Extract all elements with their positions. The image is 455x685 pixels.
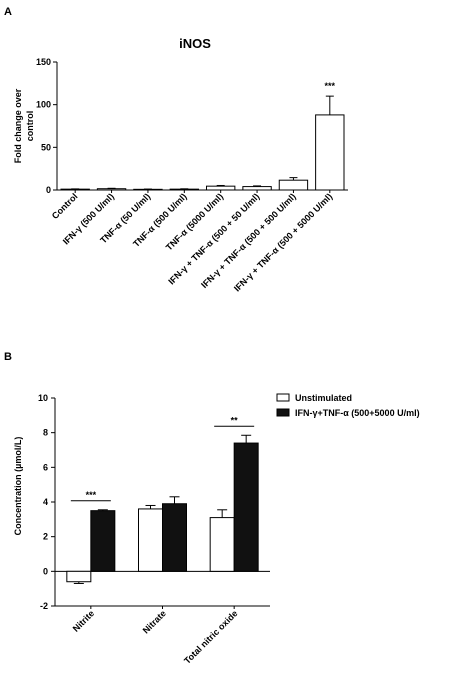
panel-b-category-label: Nitrate: [141, 608, 168, 635]
panel-b-category-label: Total nitric oxide: [182, 608, 240, 666]
panel-a-bar: [206, 185, 236, 191]
legend-label-stimulated: IFN-γ+TNF-α (500+5000 U/ml): [295, 408, 420, 418]
legend-swatch-stimulated: [276, 408, 290, 417]
panel-a-bar: [315, 114, 345, 191]
panel-b-y-tick-label: -2: [40, 601, 48, 611]
panel-b-category-label: Nitrite: [71, 608, 96, 633]
panel-b-y-tick-label: 2: [43, 532, 48, 542]
panel-b-y-tick-label: 10: [38, 393, 48, 403]
panel-a-label: A: [4, 6, 12, 18]
panel-a-y-tick-label: 100: [36, 100, 51, 110]
panel-a-ylabel-line-2: control: [25, 111, 35, 142]
panel-b-significance-marker: ***: [86, 490, 97, 500]
panel-a-y-tick-label: 0: [46, 185, 51, 195]
legend-label-unstimulated: Unstimulated: [295, 393, 352, 403]
panel-b-bar-series-1: [66, 570, 92, 583]
panel-a-category-label: Control: [50, 191, 80, 221]
panel-a-title: iNOS: [179, 36, 211, 51]
panel-b-ylabel: Concentration (µmol/L): [13, 437, 23, 536]
panel-b-bar-series-2: [90, 510, 116, 572]
panel-b-label: B: [4, 351, 12, 363]
panel-b-y-tick-label: 8: [43, 428, 48, 438]
panel-a-ylabel: Fold change over control: [13, 88, 35, 163]
panel-a-significance-marker: ***: [325, 81, 336, 91]
panel-b-bar-series-2: [233, 442, 259, 572]
panel-b-legend: Unstimulated IFN-γ+TNF-α (500+5000 U/ml): [276, 393, 420, 418]
legend-swatch-unstimulated: [276, 393, 290, 402]
panel-b-y-tick-label: 4: [43, 497, 48, 507]
panel-a-bar: [242, 186, 272, 191]
panel-a-y-tick-label: 150: [36, 57, 51, 67]
panel-b-y-tick-label: 6: [43, 462, 48, 472]
panel-b-bar-series-1: [138, 508, 163, 572]
panel-b-plot: -2 0 2 4 6 8 10 Nitrite Nitrate Total nitric oxid…: [38, 393, 270, 666]
panel-b-bar-series-1: [209, 517, 235, 572]
panel-b-bar-series-2: [162, 503, 187, 572]
panel-b-significance-marker: **: [231, 415, 239, 425]
panel-a-bar: [278, 179, 309, 191]
panel-b-y-tick-label: 0: [43, 566, 48, 576]
panel-a-y-tick-label: 50: [41, 142, 51, 152]
panel-a-ylabel-line-1: Fold change over: [13, 88, 23, 163]
panel-a-bar: [96, 188, 127, 191]
